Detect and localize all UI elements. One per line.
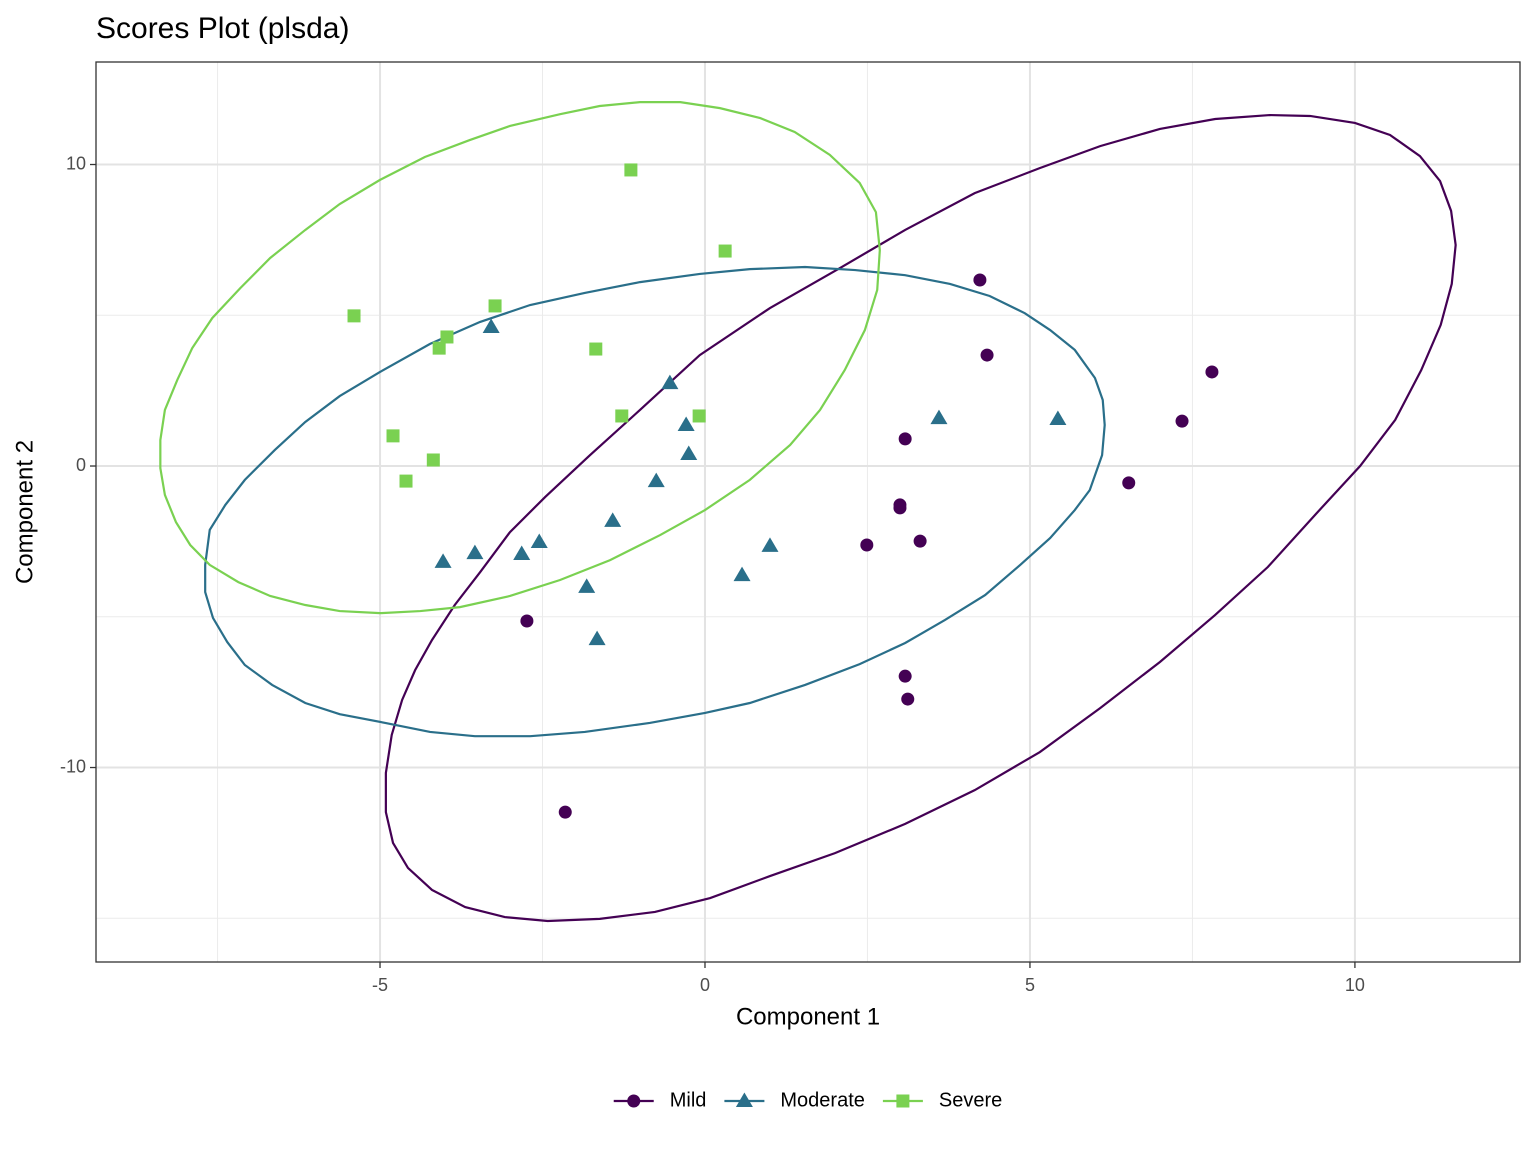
- legend-key-marker: [627, 1094, 641, 1108]
- panel-border: [95, 61, 1521, 963]
- point: [466, 544, 484, 560]
- point: [913, 534, 927, 548]
- point: [860, 538, 874, 552]
- legend-item: Mild: [613, 1089, 707, 1111]
- point: [930, 409, 948, 425]
- legend: Mild Moderate Severe: [613, 1089, 1002, 1111]
- point: [733, 566, 751, 582]
- point: [530, 533, 548, 548]
- point: [661, 374, 679, 390]
- point: [980, 348, 994, 362]
- legend-label: Moderate: [780, 1089, 865, 1111]
- point: [1049, 410, 1067, 425]
- point: [1175, 414, 1189, 428]
- confidence-ellipse: [159, 101, 881, 615]
- point: [488, 299, 502, 313]
- point: [893, 501, 907, 515]
- point: [589, 342, 603, 356]
- point: [901, 692, 915, 706]
- point: [426, 453, 440, 467]
- point: [588, 630, 606, 646]
- x-tick-label: 10: [1345, 975, 1365, 995]
- grid: [96, 62, 1520, 962]
- legend-label: Severe: [939, 1089, 1002, 1111]
- y-tick-label: 0: [76, 455, 86, 475]
- x-axis-title: Component 1: [736, 1003, 880, 1030]
- point: [1122, 476, 1136, 490]
- point: [440, 330, 454, 344]
- axes: -5 0 5 10 -10 0 10: [60, 153, 1365, 994]
- point: [677, 416, 695, 432]
- point: [432, 341, 446, 355]
- y-tick-label: -10: [60, 756, 86, 776]
- point: [624, 163, 638, 177]
- point: [482, 318, 500, 334]
- point: [386, 429, 400, 443]
- y-tick-label: 10: [66, 153, 86, 173]
- point: [558, 805, 572, 819]
- point: [761, 537, 779, 552]
- confidence-ellipse: [384, 113, 1457, 923]
- legend-key-marker: [735, 1092, 753, 1107]
- point: [520, 614, 534, 628]
- x-tick-label: 0: [700, 975, 710, 995]
- point: [1205, 365, 1219, 379]
- legend-item: Moderate: [724, 1089, 865, 1111]
- point: [578, 578, 596, 593]
- point: [434, 553, 452, 568]
- legend-key-marker: [896, 1094, 910, 1108]
- legend-label: Mild: [670, 1089, 707, 1111]
- point: [718, 244, 732, 258]
- legend-item: Severe: [882, 1089, 1002, 1111]
- chart-title: Scores Plot (plsda): [96, 12, 349, 45]
- y-axis-title: Component 2: [11, 440, 38, 584]
- point: [680, 445, 698, 460]
- point: [973, 273, 987, 287]
- point: [604, 512, 622, 527]
- point: [898, 432, 912, 446]
- point: [647, 472, 665, 488]
- point: [399, 474, 413, 488]
- confidence-ellipse: [204, 265, 1106, 738]
- x-tick-label: -5: [372, 975, 388, 995]
- point: [615, 409, 629, 423]
- plot-marks: [159, 101, 1457, 923]
- point: [898, 669, 912, 683]
- point: [347, 309, 361, 323]
- x-tick-label: 5: [1025, 975, 1035, 995]
- point: [692, 409, 706, 423]
- point: [513, 545, 531, 561]
